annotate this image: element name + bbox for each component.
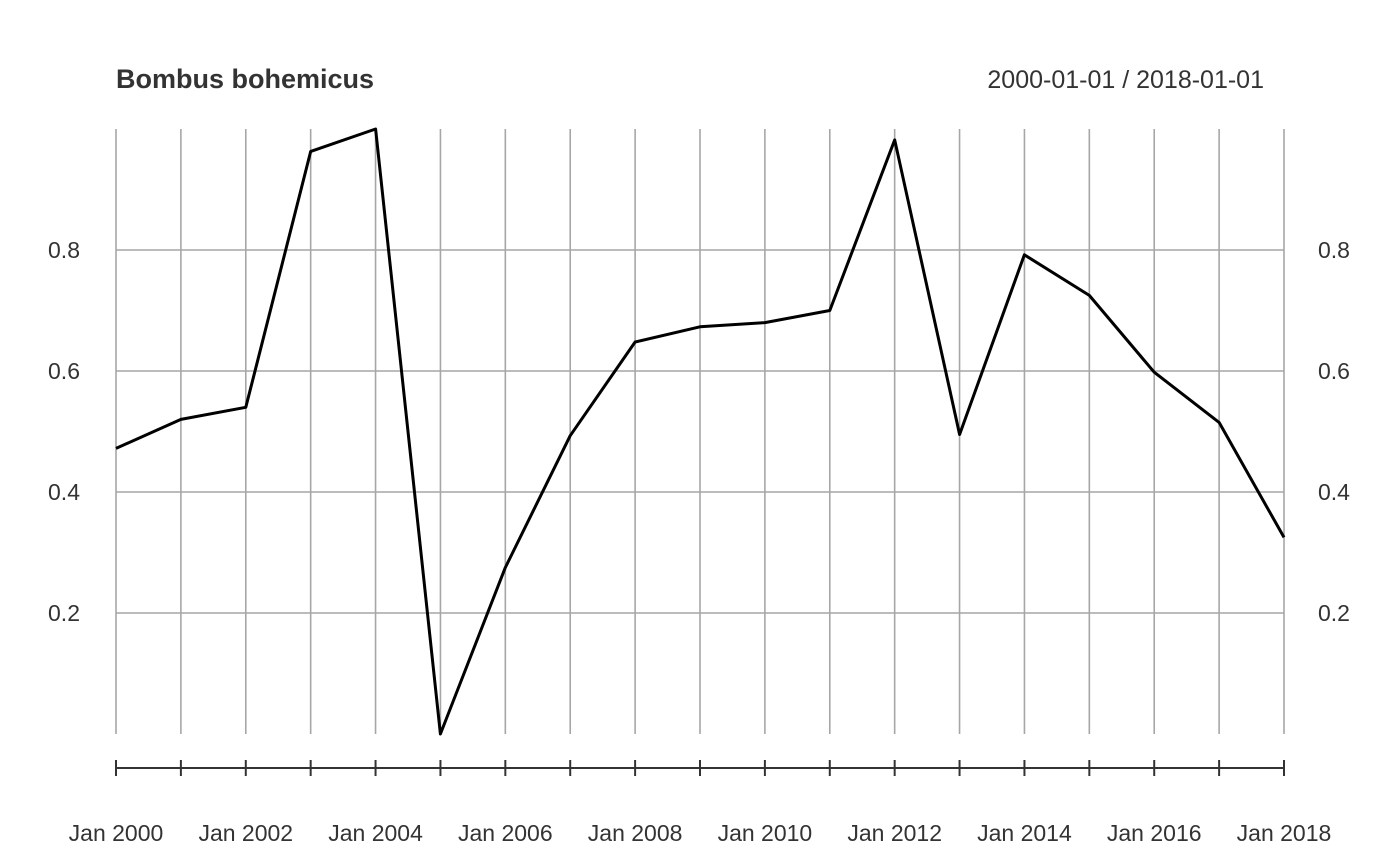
y-tick-label-left: 0.8 [48,237,80,263]
y-tick-label-right: 0.4 [1318,479,1350,505]
series-group [115,127,1286,736]
horizontal-gridlines [116,249,1284,614]
chart-title: Bombus bohemicus [116,64,374,94]
y-tick-label-right: 0.8 [1318,237,1350,263]
y-axis-labels-right: 0.2 0.4 0.6 0.8 [1318,237,1350,626]
x-tick-label: Jan 2000 [69,820,164,846]
x-tick-label: Jan 2012 [847,820,942,846]
x-axis [115,760,1285,776]
y-tick-label-right: 0.2 [1318,600,1350,626]
x-tick-label: Jan 2010 [718,820,813,846]
x-tick-label: Jan 2002 [198,820,293,846]
x-axis-labels: Jan 2000 Jan 2002 Jan 2004 Jan 2006 Jan 2008… [69,820,1332,846]
y-tick-label-left: 0.4 [48,479,80,505]
series-line [115,127,1286,736]
chart-date-range: 2000-01-01 / 2018-01-01 [987,66,1264,94]
y-tick-label-left: 0.2 [48,600,80,626]
vertical-gridlines [115,129,1285,734]
y-tick-label-right: 0.6 [1318,358,1350,384]
y-axis-labels-left: 0.2 0.4 0.6 0.8 [48,237,80,626]
x-tick-label: Jan 2016 [1107,820,1202,846]
x-tick-label: Jan 2008 [588,820,683,846]
x-tick-label: Jan 2004 [328,820,423,846]
y-tick-label-left: 0.6 [48,358,80,384]
x-tick-label: Jan 2006 [458,820,553,846]
x-tick-label: Jan 2018 [1237,820,1332,846]
x-tick-label: Jan 2014 [977,820,1072,846]
